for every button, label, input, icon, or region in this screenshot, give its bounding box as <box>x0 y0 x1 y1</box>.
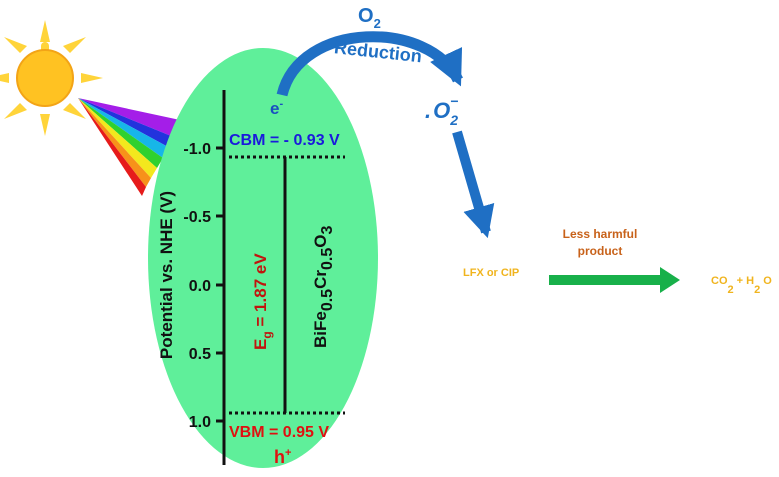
tick-label: 0.0 <box>189 278 211 295</box>
superoxide-label: .O2− <box>425 93 458 128</box>
semiconductor-ellipse <box>148 48 378 468</box>
material-label: BiFe0.5Cr0.5O3 <box>311 226 336 348</box>
axis-label: Potential vs. NHE (V) <box>157 191 176 359</box>
tick-label: -1.0 <box>183 141 211 158</box>
sun-icon <box>0 20 103 136</box>
electron-label: e- <box>270 98 283 118</box>
product-label-line2: product <box>578 244 623 258</box>
pollutant-arrow <box>452 130 495 239</box>
vbm-label: VBM = 0.95 V <box>229 424 329 441</box>
light-spectrum-icon <box>78 98 180 196</box>
axis-ticks: -1.0 -0.5 0.0 0.5 1.0 <box>183 141 224 431</box>
tick-label: 0.5 <box>189 346 211 363</box>
hole-label: h+ <box>274 447 291 467</box>
tick-label: 1.0 <box>189 414 211 431</box>
bandgap-label: Eg = 1.87 eV <box>251 253 274 350</box>
final-products-label: CO2 + H2O <box>711 275 772 296</box>
pollutant-label: LFX or CIP <box>463 267 519 279</box>
o2-label: O2 <box>358 5 381 31</box>
degradation-arrow <box>549 267 680 293</box>
tick-label: -0.5 <box>183 209 211 226</box>
reduction-arrow <box>276 31 463 97</box>
product-label-line1: Less harmful <box>563 227 638 241</box>
cbm-label: CBM = - 0.93 V <box>229 132 340 149</box>
